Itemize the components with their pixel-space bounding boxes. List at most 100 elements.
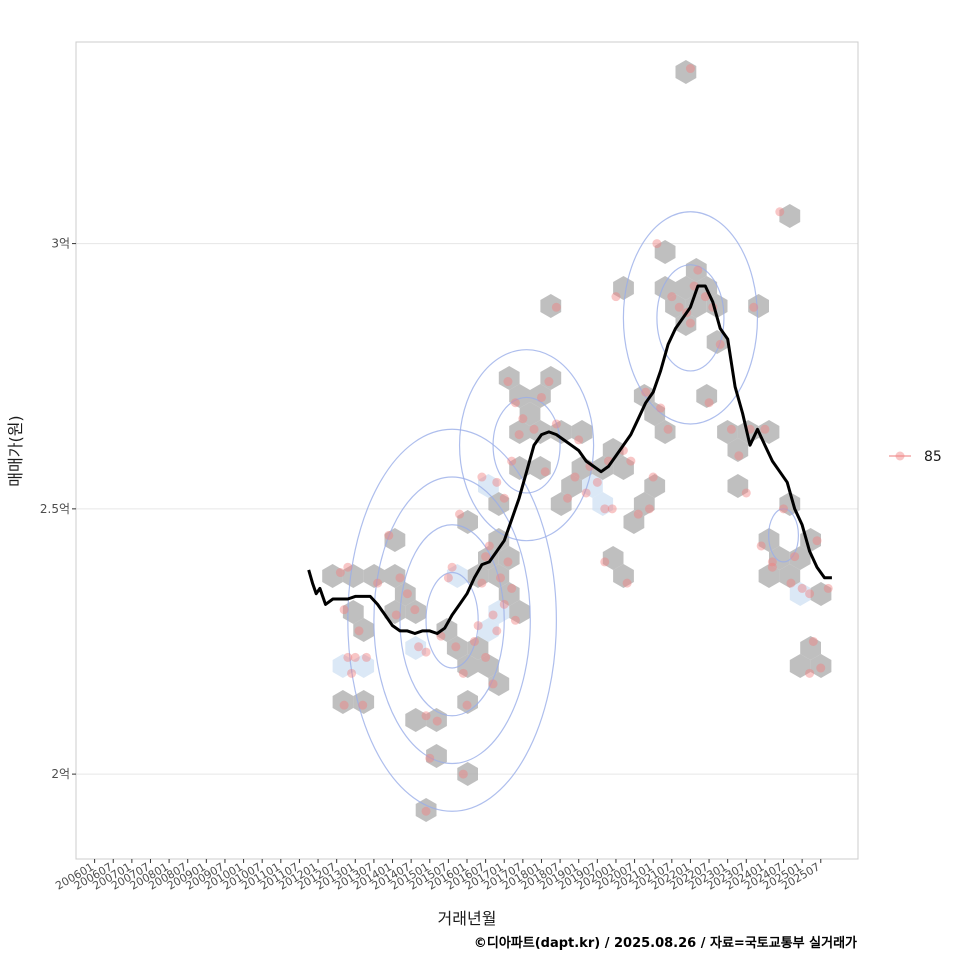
data-point: [507, 583, 517, 593]
data-point: [473, 621, 483, 631]
hexbin-cell: [530, 384, 551, 408]
moving-average-line-group: [307, 284, 832, 635]
data-point: [726, 424, 736, 434]
hexbin-cell: [582, 474, 603, 498]
hexbin-cell: [779, 564, 801, 588]
data-point: [812, 536, 822, 546]
hexbin-cell: [633, 492, 655, 516]
data-point: [600, 557, 610, 567]
hexbin-cell: [675, 312, 697, 336]
data-point: [644, 504, 654, 514]
hexbin-cell: [602, 546, 624, 570]
density-contour: [492, 396, 561, 494]
data-point: [469, 636, 479, 646]
hexbin-cell: [654, 240, 676, 264]
data-point: [492, 477, 502, 487]
density-contour: [656, 264, 725, 372]
hexbin-cell: [613, 456, 634, 480]
data-point: [514, 430, 524, 440]
data-point: [805, 589, 815, 599]
legend-label-85: 85: [924, 449, 942, 465]
y-tick-label: 2.5억: [40, 502, 70, 516]
legend-key-point: [895, 451, 905, 461]
hexbin-cell: [696, 384, 718, 408]
hexbin-cell: [644, 402, 666, 426]
hexbin-cell: [613, 276, 634, 300]
hexbin-cell: [322, 564, 343, 588]
hexbin-cell: [353, 618, 375, 642]
data-point: [443, 573, 453, 583]
hexbin-cell: [810, 582, 832, 606]
data-point: [458, 668, 468, 678]
hexbin-cell: [810, 654, 832, 678]
hexbin-cell: [592, 456, 614, 480]
data-point: [481, 552, 491, 562]
data-point: [779, 504, 789, 514]
hexbin-cell: [717, 420, 738, 444]
data-point: [347, 668, 357, 678]
legend: 85: [889, 449, 942, 465]
hexbin-cell: [602, 438, 624, 462]
hexbin-cell: [758, 420, 780, 444]
hexbin-cell: [498, 582, 520, 606]
hexbin-cell: [405, 600, 427, 624]
data-point: [693, 265, 703, 275]
density-contours: [347, 211, 800, 812]
data-point: [633, 509, 643, 519]
data-point: [823, 583, 833, 593]
hexbin-cell: [654, 420, 676, 444]
hexbin-cell: [384, 564, 406, 588]
hexbin-cell: [530, 420, 551, 444]
data-point: [663, 424, 673, 434]
hexbin-cell: [467, 636, 489, 660]
data-point: [354, 626, 364, 636]
data-point: [685, 318, 695, 328]
density-contour: [347, 428, 557, 812]
data-point: [373, 578, 383, 588]
data-point: [335, 568, 345, 578]
density-contour: [458, 349, 595, 542]
data-point: [402, 589, 412, 599]
data-point: [503, 377, 513, 387]
hexbin-cell: [405, 636, 427, 660]
data-point: [749, 302, 759, 312]
hexbin-cell: [685, 294, 707, 318]
data-point: [760, 424, 770, 434]
hexbin-cell: [478, 654, 499, 678]
data-point: [592, 477, 602, 487]
data-point: [477, 472, 487, 482]
data-point: [510, 398, 520, 408]
scatter-points: [335, 64, 833, 816]
y-tick-label: 3억: [51, 237, 70, 251]
hexbin-cell: [509, 600, 530, 624]
data-point: [581, 488, 591, 498]
data-point: [361, 652, 371, 662]
data-point: [611, 292, 621, 302]
hexbin-cell: [446, 636, 468, 660]
data-point: [339, 700, 349, 710]
data-point: [756, 541, 766, 551]
data-point: [421, 647, 431, 657]
hexbin-cell: [789, 654, 811, 678]
data-point: [563, 493, 573, 503]
data-point: [641, 387, 651, 397]
data-point: [544, 377, 554, 387]
hexbin-cell: [509, 384, 530, 408]
data-point: [600, 504, 610, 514]
data-point: [477, 578, 487, 588]
data-point: [518, 414, 528, 424]
hexbin-cell: [685, 258, 707, 282]
hexbin-cell: [727, 438, 749, 462]
hexbin-cell: [789, 582, 811, 606]
hexbin-cell: [779, 204, 801, 228]
hexbin-cell: [592, 492, 614, 516]
data-point: [425, 753, 435, 763]
data-point: [499, 599, 509, 609]
data-point: [484, 541, 494, 551]
data-point: [421, 806, 431, 816]
hexbin-cell: [623, 510, 645, 534]
data-point: [339, 605, 349, 615]
hexbin-cell: [800, 636, 821, 660]
hexbin-cell: [415, 798, 437, 822]
